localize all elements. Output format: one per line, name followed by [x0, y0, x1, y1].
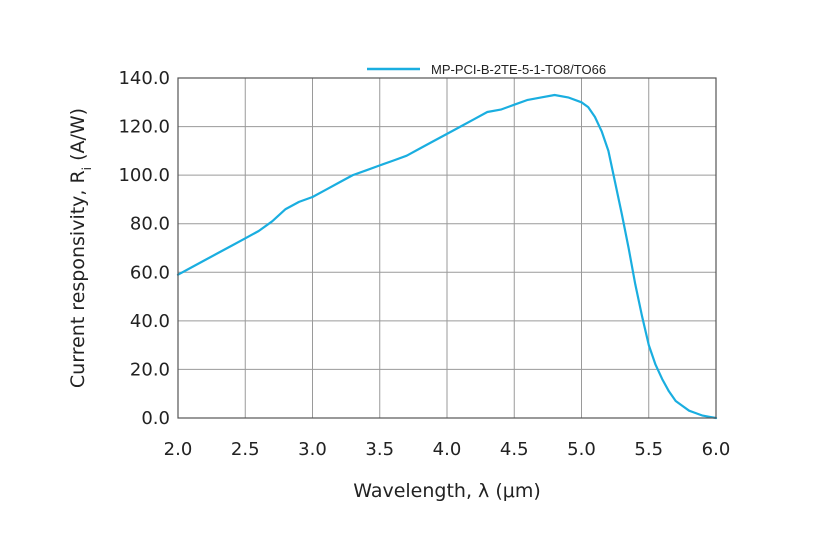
x-tick-label: 6.0 [702, 439, 731, 460]
x-tick-label: 5.5 [634, 439, 663, 460]
y-tick-label: 0.0 [141, 408, 170, 429]
x-tick-label: 4.0 [433, 439, 462, 460]
y-axis-label-subscript: i [80, 167, 94, 170]
legend: MP-PCI-B-2TE-5-1-TO8/TO66 [367, 62, 606, 77]
y-axis-label-unit: (A/W) [67, 108, 89, 167]
x-tick-label: 2.5 [231, 439, 260, 460]
y-tick-labels: 0.0 20.0 40.0 60.0 80.0 100.0 120.0 140.0 [118, 68, 170, 429]
series-line-0 [176, 93, 718, 420]
x-tick-label: 5.0 [567, 439, 596, 460]
y-tick-label: 100.0 [118, 165, 170, 186]
x-tick-label: 3.5 [365, 439, 394, 460]
series-layer [176, 93, 718, 420]
x-tick-label: 4.5 [500, 439, 529, 460]
y-tick-label: 20.0 [130, 359, 170, 380]
x-axis-label: Wavelength, λ (μm) [353, 480, 541, 502]
x-tick-labels: 2.0 2.5 3.0 3.5 4.0 4.5 5.0 5.5 6.0 [164, 439, 731, 460]
grid [177, 77, 717, 419]
y-tick-label: 40.0 [130, 311, 170, 332]
y-axis-label-main: Current responsivity, R [67, 170, 89, 388]
plot-frame [177, 77, 717, 419]
y-axis-label: Current responsivity, Ri (A/W) [67, 108, 94, 388]
x-tick-label: 3.0 [298, 439, 327, 460]
legend-entry-label: MP-PCI-B-2TE-5-1-TO8/TO66 [431, 62, 606, 77]
x-tick-label: 2.0 [164, 439, 193, 460]
y-tick-label: 80.0 [130, 214, 170, 235]
y-tick-label: 140.0 [118, 68, 170, 89]
y-tick-label: 60.0 [130, 262, 170, 283]
y-tick-label: 120.0 [118, 117, 170, 138]
